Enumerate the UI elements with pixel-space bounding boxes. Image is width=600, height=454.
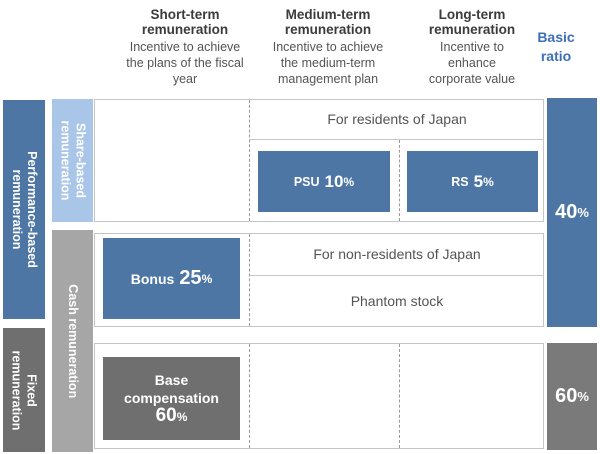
fixed-remuneration-bar: Fixed remuneration bbox=[3, 328, 45, 452]
share-label-line2: remuneration bbox=[58, 120, 73, 201]
fixed-ratio-column: 60% bbox=[547, 343, 597, 450]
bonus-percent-sign: % bbox=[201, 271, 213, 286]
rs-percent-sign: % bbox=[483, 174, 494, 189]
basic-ratio-label: Basic ratio bbox=[524, 28, 588, 66]
long-term-description: Incentive to enhance corporate value bbox=[428, 40, 516, 86]
fixed-ratio-percent-sign: % bbox=[577, 389, 589, 404]
performance-based-remuneration-label: Performance-based remuneration bbox=[10, 151, 39, 268]
base-compensation-label: Base compensation 60% bbox=[124, 371, 219, 426]
base-compensation-box: Base compensation 60% bbox=[103, 357, 240, 440]
dashed-divider-row1-col2 bbox=[399, 140, 400, 221]
dashed-divider-row2-col1 bbox=[249, 234, 250, 326]
base-line2: compensation bbox=[124, 390, 219, 406]
residents-divider-line bbox=[250, 139, 544, 140]
bonus-value: 25 bbox=[179, 267, 202, 289]
rs-label: RS bbox=[451, 174, 469, 189]
header-long-term: Long-term remuneration Incentive to enha… bbox=[423, 7, 521, 87]
residents-of-japan-text: For residents of Japan bbox=[327, 111, 467, 127]
dashed-divider-row3-col1 bbox=[249, 344, 250, 448]
header-short-term: Short-term remuneration Incentive to ach… bbox=[121, 7, 249, 87]
short-term-description: Incentive to achieve the plans of the fi… bbox=[126, 40, 244, 86]
share-based-remuneration-bar: Share-based remuneration bbox=[52, 99, 93, 222]
base-percent-sign: % bbox=[176, 410, 188, 424]
base-value-line: 60% bbox=[124, 405, 219, 426]
base-value: 60 bbox=[155, 405, 177, 426]
fixed-label-line2: remuneration bbox=[10, 350, 25, 430]
fixed-remuneration-label: Fixed remuneration bbox=[10, 350, 39, 430]
rs-box: RS 5% bbox=[407, 151, 538, 212]
performance-ratio-value: 40 bbox=[555, 201, 578, 223]
share-label-line1: Share-based bbox=[73, 122, 88, 199]
medium-term-title: Medium-term remuneration bbox=[284, 7, 372, 37]
cash-remuneration-bar: Cash remuneration bbox=[52, 230, 93, 452]
performance-label-line1: Performance-based bbox=[24, 151, 39, 268]
phantom-stock-text: Phantom stock bbox=[350, 293, 444, 309]
cash-label-line1: Cash remuneration bbox=[65, 284, 80, 398]
performance-label-line2: remuneration bbox=[10, 169, 24, 250]
fixed-ratio-value: 60 bbox=[555, 385, 578, 407]
non-residents-of-japan-text: For non-residents of Japan bbox=[313, 246, 481, 262]
basic-ratio-line2: ratio bbox=[540, 48, 572, 64]
rs-value: 5 bbox=[473, 171, 484, 191]
performance-based-remuneration-bar: Performance-based remuneration bbox=[3, 100, 45, 319]
basic-ratio-line1: Basic bbox=[537, 29, 575, 45]
bonus-box: Bonus 25% bbox=[103, 238, 240, 319]
short-term-title: Short-term remuneration bbox=[141, 7, 229, 37]
performance-ratio-column: 40% bbox=[547, 98, 597, 327]
bonus-label: Bonus bbox=[130, 270, 175, 287]
psu-value: 10 bbox=[324, 171, 344, 191]
performance-ratio-percent-sign: % bbox=[577, 205, 589, 220]
header-medium-term: Medium-term remuneration Incentive to ac… bbox=[263, 7, 393, 87]
psu-percent-sign: % bbox=[343, 174, 355, 189]
dashed-divider-row1-col1 bbox=[249, 100, 250, 221]
base-line1: Base bbox=[154, 372, 189, 388]
share-based-remuneration-label: Share-based remuneration bbox=[58, 120, 88, 201]
psu-box: PSU 10% bbox=[258, 151, 390, 212]
long-term-title: Long-term remuneration bbox=[428, 7, 516, 37]
cash-remuneration-label: Cash remuneration bbox=[65, 284, 80, 398]
medium-term-description: Incentive to achieve the medium-term man… bbox=[272, 40, 384, 86]
psu-label: PSU bbox=[293, 174, 320, 189]
non-residents-divider-line bbox=[250, 275, 544, 276]
fixed-label-line1: Fixed bbox=[24, 373, 39, 407]
dashed-divider-row3-col2 bbox=[399, 344, 400, 448]
